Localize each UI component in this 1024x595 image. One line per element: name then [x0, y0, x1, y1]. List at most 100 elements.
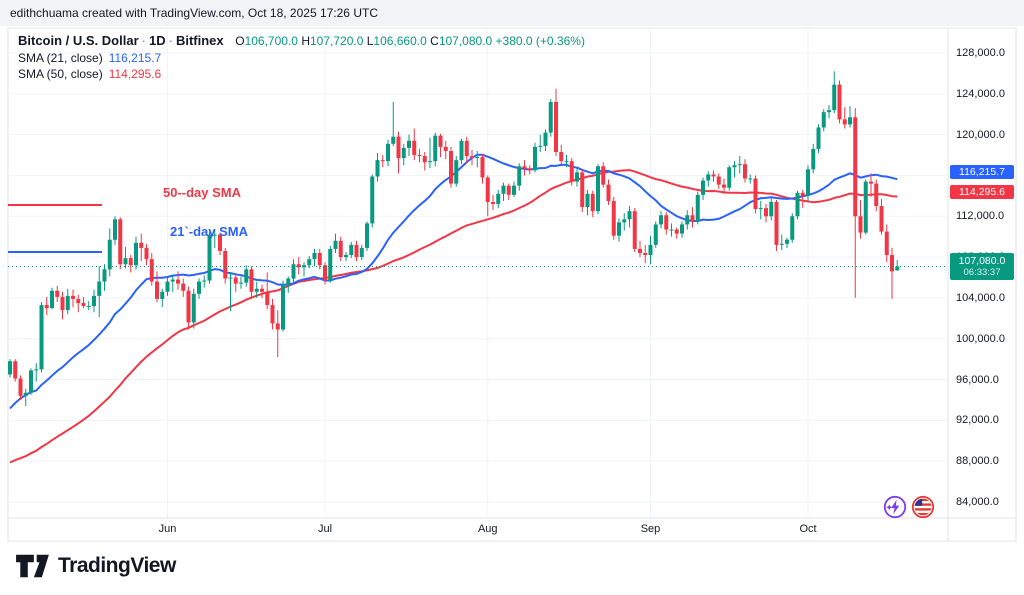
candle-body: [170, 279, 175, 282]
candle-body: [711, 174, 716, 177]
candle-body: [438, 135, 443, 147]
candle-body: [29, 370, 33, 393]
candle-body: [86, 306, 91, 308]
sma21-legend-value: 116,215.7: [108, 51, 162, 65]
candle-body: [123, 258, 128, 265]
candle-body: [338, 240, 343, 258]
candle-body: [858, 216, 863, 233]
candle-body: [317, 253, 322, 266]
candle-body: [291, 264, 296, 279]
candle-body: [359, 247, 364, 258]
candle-body: [884, 231, 889, 256]
candle-body: [97, 281, 102, 296]
symbol-name[interactable]: Bitcoin / U.S. Dollar: [18, 33, 139, 48]
sma21-annotation-label[interactable]: 21`-day SMA: [170, 223, 249, 239]
candle-body: [522, 166, 527, 169]
candle-body: [853, 117, 858, 217]
month-tick-label: Jul: [317, 523, 333, 535]
candle-body: [249, 269, 254, 292]
us-flag-icon[interactable]: [911, 495, 935, 519]
candle-body: [669, 229, 674, 231]
flash-event-icon[interactable]: [883, 495, 907, 519]
candle-body: [181, 283, 186, 291]
candle-body: [596, 166, 600, 212]
high-value: 107,720.0: [309, 34, 364, 48]
price-tick-label: 120,000.0: [956, 128, 1005, 141]
candle-body: [39, 305, 44, 370]
candle-body: [218, 234, 222, 251]
candle-body: [811, 148, 816, 170]
price-tick-label: 88,000.0: [956, 455, 999, 468]
candle-body: [118, 219, 123, 265]
candle-body: [774, 201, 779, 245]
candle-body: [260, 288, 264, 292]
candle-body: [71, 295, 75, 299]
candle-body: [459, 140, 464, 161]
candle-body: [354, 244, 359, 258]
candle-body: [869, 181, 873, 184]
candle-body: [102, 269, 107, 282]
candle-body: [895, 266, 900, 271]
candle-body: [506, 185, 511, 195]
candle-body: [349, 244, 354, 256]
candle-body: [50, 290, 54, 309]
candle-body: [239, 282, 243, 284]
candle-body: [144, 247, 149, 260]
candle-body: [585, 193, 590, 208]
candle-body: [165, 281, 170, 292]
candle-body: [517, 166, 522, 186]
sma50-line[interactable]: [9, 169, 898, 464]
sma21-line[interactable]: [9, 153, 898, 410]
candle-body: [139, 242, 144, 248]
candle-body: [559, 151, 564, 162]
candle-body: [753, 178, 758, 210]
candle-body: [496, 193, 501, 205]
candle-body: [365, 223, 369, 248]
candle-body: [254, 288, 259, 292]
candle-body: [265, 291, 270, 306]
symbol-row[interactable]: Bitcoin / U.S. Dollar · 1D · Bitfinex O106,7…: [18, 33, 585, 48]
candle-body: [806, 169, 810, 196]
candle-body: [659, 215, 663, 225]
candle-body: [160, 291, 165, 299]
interval[interactable]: 1D: [148, 33, 166, 48]
candle-body: [464, 140, 469, 157]
month-tick-label: Jun: [158, 523, 177, 535]
candle-body: [832, 84, 837, 111]
candle-body: [627, 211, 632, 220]
candle-body: [375, 160, 380, 177]
candle-body: [296, 264, 301, 268]
candle-body: [344, 255, 348, 258]
candle-body: [800, 192, 805, 196]
attribution-bar: edithchuama created with TradingView.com…: [0, 0, 1024, 26]
candle-body: [743, 164, 747, 179]
candle-body: [407, 140, 411, 148]
exchange[interactable]: Bitfinex: [175, 33, 224, 48]
sma50-annotation-label[interactable]: 50--day SMA: [163, 184, 242, 200]
tradingview-logo[interactable]: TradingView: [14, 551, 176, 581]
candle-body: [60, 296, 65, 311]
candle-body: [617, 222, 621, 236]
candle-body: [564, 161, 569, 163]
candle-body: [155, 281, 159, 299]
ohlc-values: O106,700.0 H107,720.0 L106,660.0 C107,08…: [235, 34, 585, 48]
candle-body: [606, 184, 611, 201]
candle-body: [779, 243, 784, 245]
candle-body: [695, 194, 700, 222]
price-tick-label: 124,000.0: [956, 87, 1005, 100]
candle-body: [769, 201, 774, 217]
candle-body: [197, 281, 201, 294]
candle-body: [827, 110, 831, 113]
candle-body: [512, 185, 516, 195]
candle-body: [722, 184, 726, 188]
sma21-legend-row[interactable]: SMA (21, close) 116,215.7: [18, 51, 162, 65]
candle-body: [202, 280, 207, 282]
candle-body: [664, 215, 669, 230]
candle-body: [821, 112, 826, 128]
candle-body: [569, 161, 574, 182]
sma50-legend-row[interactable]: SMA (50, close) 114,295.6: [18, 67, 162, 81]
candle-body: [701, 180, 705, 195]
candle-body: [380, 160, 385, 162]
open-value: 106,700.0: [244, 34, 298, 48]
